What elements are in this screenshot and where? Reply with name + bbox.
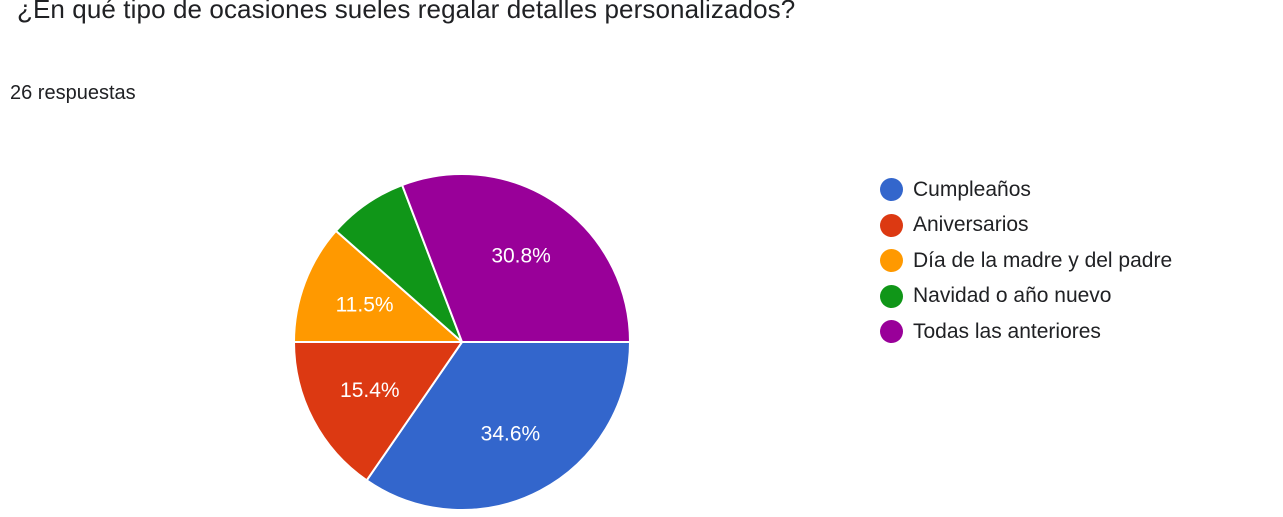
pie-slice-label-1: 15.4% xyxy=(340,379,400,402)
legend-item-4[interactable]: Todas las anteriores xyxy=(880,314,1172,350)
pie-slice-label-4: 30.8% xyxy=(491,245,551,268)
pie-slice-0[interactable] xyxy=(365,341,632,511)
legend-item-1[interactable]: Aniversarios xyxy=(880,208,1172,244)
legend-item-2[interactable]: Día de la madre y del padre xyxy=(880,243,1172,279)
legend-swatch-icon xyxy=(880,284,903,308)
legend-swatch-icon xyxy=(880,320,903,344)
legend-label: Aniversarios xyxy=(913,213,1029,237)
pie-slice-label-2: 11.5% xyxy=(336,294,394,317)
legend-label: Cumpleaños xyxy=(913,177,1031,201)
legend-label: Día de la madre y del padre xyxy=(913,248,1173,272)
pie-slice-label-0: 34.6% xyxy=(481,423,541,446)
legend-swatch-icon xyxy=(880,213,903,237)
legend-swatch-icon xyxy=(880,249,903,273)
legend-label: Todas las anteriores xyxy=(913,319,1101,343)
pie-slice-2[interactable] xyxy=(292,229,465,343)
legend-item-3[interactable]: Navidad o año nuevo xyxy=(880,279,1172,315)
pie-slice-4[interactable] xyxy=(400,173,632,343)
legend-swatch-icon xyxy=(880,178,903,202)
question-title: ¿En qué tipo de ocasiones sueles regalar… xyxy=(17,0,796,24)
legend-item-0[interactable]: Cumpleaños xyxy=(880,172,1172,208)
chart-legend: Cumpleaños Aniversarios Día de la madre y … xyxy=(880,172,1172,350)
legend-label: Navidad o año nuevo xyxy=(913,284,1112,308)
pie-slice-1[interactable] xyxy=(292,341,464,482)
response-count: 26 respuestas xyxy=(10,82,136,104)
